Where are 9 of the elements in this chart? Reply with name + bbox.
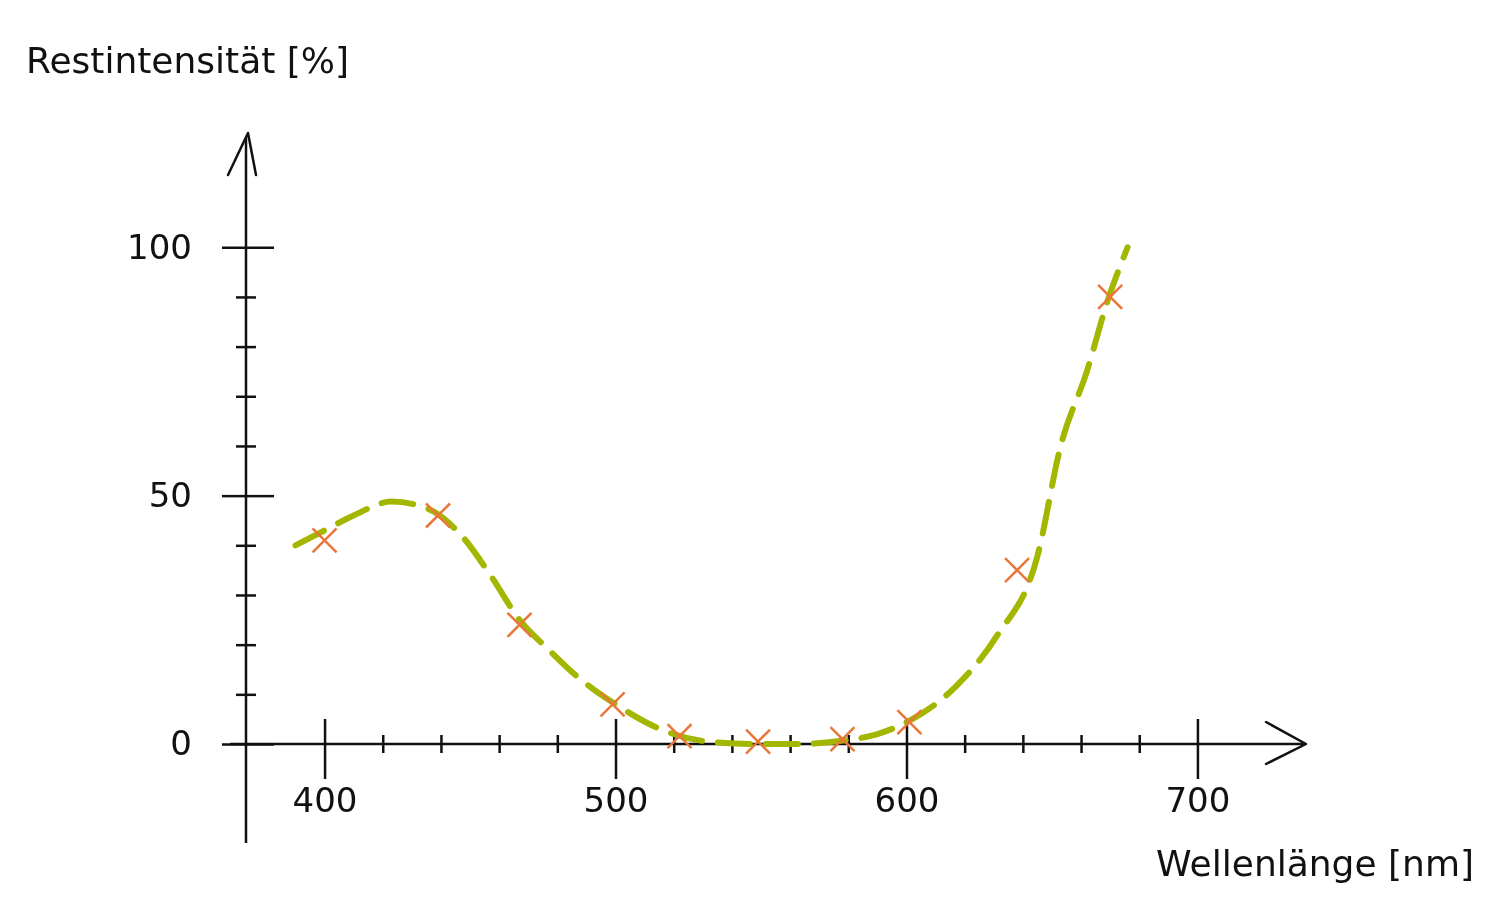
y-tick-label: 50 <box>148 475 192 516</box>
y-tick-label: 100 <box>127 226 192 267</box>
y-axis-title: Restintensität [%] <box>26 40 350 81</box>
x-tick-label: 500 <box>583 780 649 821</box>
x-tick-label: 400 <box>292 780 358 821</box>
y-tick-label: 0 <box>170 723 192 764</box>
x-tick-label: 600 <box>874 780 940 821</box>
x-tick-label: 700 <box>1165 780 1231 821</box>
x-axis-title: Wellenlänge [nm] <box>1156 843 1474 884</box>
